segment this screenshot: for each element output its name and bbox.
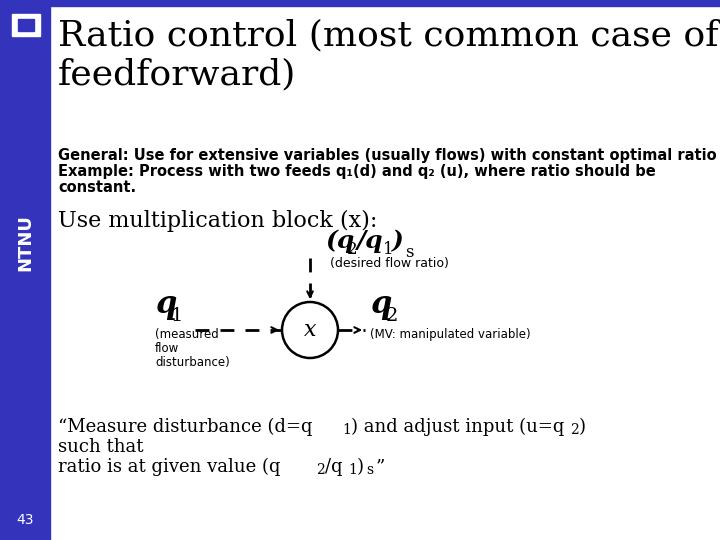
- Text: Use multiplication block (x):: Use multiplication block (x):: [58, 210, 377, 232]
- Text: 1: 1: [383, 241, 394, 258]
- Text: q: q: [155, 289, 176, 320]
- Text: Example: Process with two feeds q₁(d) and q₂ (u), where ratio should be: Example: Process with two feeds q₁(d) an…: [58, 164, 656, 179]
- Text: 2: 2: [570, 423, 579, 437]
- Text: ) and adjust input (u=q: ) and adjust input (u=q: [351, 418, 564, 436]
- Circle shape: [282, 302, 338, 358]
- Text: 1: 1: [342, 423, 351, 437]
- Bar: [0, 0, 50, 540]
- Text: /q: /q: [357, 229, 384, 253]
- Text: x: x: [304, 319, 316, 341]
- Text: 1: 1: [171, 307, 184, 325]
- Bar: [0, 0, 720, 6]
- Text: 43: 43: [17, 513, 34, 527]
- Text: such that: such that: [58, 438, 143, 456]
- Text: s: s: [366, 463, 373, 477]
- Text: (q: (q: [325, 229, 354, 253]
- Text: ): ): [357, 458, 364, 476]
- Text: q: q: [370, 289, 392, 320]
- Text: ”: ”: [376, 458, 385, 476]
- Text: 2: 2: [316, 463, 325, 477]
- Text: General: Use for extensive variables (usually flows) with constant optimal ratio: General: Use for extensive variables (us…: [58, 148, 716, 163]
- Text: NTNU: NTNU: [16, 214, 34, 272]
- Text: ): ): [392, 229, 404, 253]
- Text: (MV: manipulated variable): (MV: manipulated variable): [370, 328, 531, 341]
- Text: /q: /q: [325, 458, 343, 476]
- Text: s: s: [405, 244, 413, 261]
- Text: 1: 1: [348, 463, 357, 477]
- Text: (desired flow ratio): (desired flow ratio): [330, 257, 449, 270]
- Text: ): ): [579, 418, 586, 436]
- Text: constant.: constant.: [58, 180, 136, 195]
- Text: 2: 2: [386, 307, 398, 325]
- Bar: [18, 19, 34, 31]
- Text: Ratio control (most common case of
feedforward): Ratio control (most common case of feedf…: [58, 18, 719, 91]
- Text: flow: flow: [155, 342, 179, 355]
- Text: “Measure disturbance (d=q: “Measure disturbance (d=q: [58, 418, 312, 436]
- Text: disturbance): disturbance): [155, 356, 230, 369]
- Text: (measured: (measured: [155, 328, 219, 341]
- Text: ratio is at given value (q: ratio is at given value (q: [58, 458, 281, 476]
- Text: 2: 2: [347, 241, 358, 258]
- Bar: [12, 14, 40, 36]
